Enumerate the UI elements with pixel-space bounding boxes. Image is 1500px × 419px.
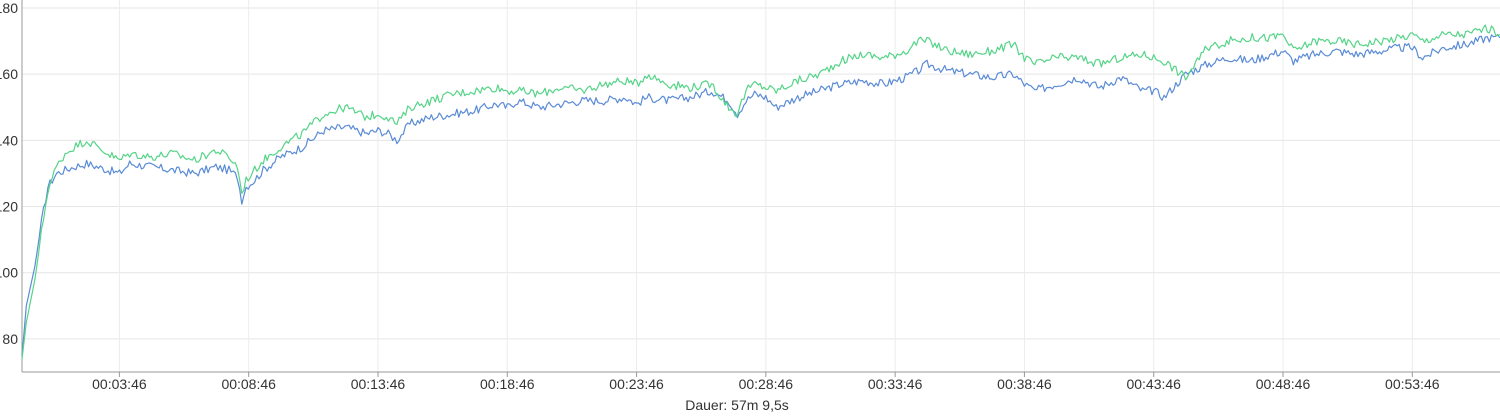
x-tick-label: 00:08:46 bbox=[221, 376, 276, 392]
x-tick-label: 00:43:46 bbox=[1126, 376, 1181, 392]
y-tick-label: 120 bbox=[0, 199, 18, 215]
chart-axes bbox=[21, 0, 1500, 373]
y-tick-label: 80 bbox=[2, 331, 18, 347]
x-tick-label: 00:18:46 bbox=[480, 376, 535, 392]
x-tick-label: 00:13:46 bbox=[351, 376, 406, 392]
x-axis-tick-labels: 00:03:46 00:08:46 00:13:46 00:18:46 00:23:46… bbox=[92, 376, 1440, 392]
series-line bbox=[21, 24, 1500, 359]
horizontal-gridlines bbox=[22, 7, 1500, 340]
duration-label: Dauer: 57m 9,5s bbox=[685, 397, 789, 413]
x-tick-label: 00:33:46 bbox=[868, 376, 923, 392]
y-tick-label: 140 bbox=[0, 132, 18, 148]
x-tick-label: 00:48:46 bbox=[1256, 376, 1311, 392]
y-axis-tick-labels: 80 100 120 140 160 180 bbox=[0, 0, 18, 347]
x-tick-label: 00:53:46 bbox=[1385, 376, 1440, 392]
series-line bbox=[21, 34, 1500, 356]
x-tick-label: 00:28:46 bbox=[739, 376, 794, 392]
vertical-gridlines bbox=[118, 0, 1413, 372]
y-tick-label: 180 bbox=[0, 0, 18, 16]
x-tick-label: 00:03:46 bbox=[92, 376, 147, 392]
y-tick-label: 100 bbox=[0, 265, 18, 281]
y-tick-label: 160 bbox=[0, 66, 18, 82]
series-layer bbox=[21, 24, 1500, 359]
x-tick-label: 00:38:46 bbox=[997, 376, 1052, 392]
x-axis-tick-marks bbox=[118, 372, 1413, 377]
x-tick-label: 00:23:46 bbox=[609, 376, 664, 392]
